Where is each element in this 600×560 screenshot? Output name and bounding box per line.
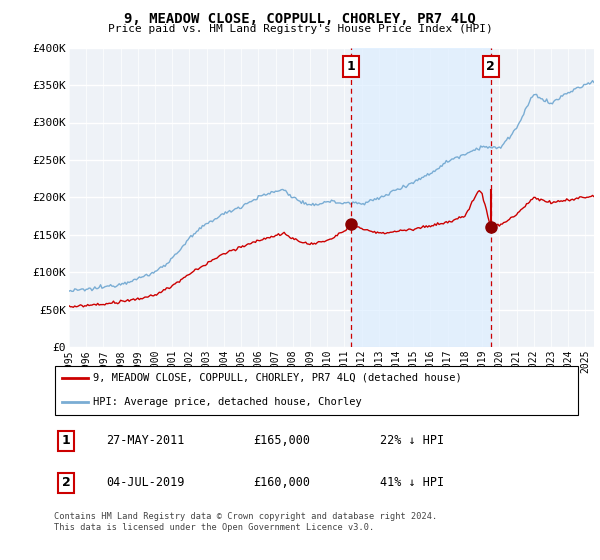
Text: 2: 2 xyxy=(62,477,71,489)
Text: 41% ↓ HPI: 41% ↓ HPI xyxy=(380,477,443,489)
Text: 1: 1 xyxy=(347,60,356,73)
Text: 04-JUL-2019: 04-JUL-2019 xyxy=(107,477,185,489)
Text: £160,000: £160,000 xyxy=(254,477,311,489)
Text: Price paid vs. HM Land Registry's House Price Index (HPI): Price paid vs. HM Land Registry's House … xyxy=(107,24,493,34)
Text: 2: 2 xyxy=(487,60,495,73)
Text: 9, MEADOW CLOSE, COPPULL, CHORLEY, PR7 4LQ: 9, MEADOW CLOSE, COPPULL, CHORLEY, PR7 4… xyxy=(124,12,476,26)
Text: £165,000: £165,000 xyxy=(254,435,311,447)
Text: 27-MAY-2011: 27-MAY-2011 xyxy=(107,435,185,447)
Text: HPI: Average price, detached house, Chorley: HPI: Average price, detached house, Chor… xyxy=(94,397,362,407)
Text: 22% ↓ HPI: 22% ↓ HPI xyxy=(380,435,443,447)
Bar xyxy=(351,48,491,347)
Text: 9, MEADOW CLOSE, COPPULL, CHORLEY, PR7 4LQ (detached house): 9, MEADOW CLOSE, COPPULL, CHORLEY, PR7 4… xyxy=(94,373,462,383)
Text: Contains HM Land Registry data © Crown copyright and database right 2024.
This d: Contains HM Land Registry data © Crown c… xyxy=(54,512,437,532)
Text: 1: 1 xyxy=(62,435,71,447)
FancyBboxPatch shape xyxy=(55,366,578,415)
